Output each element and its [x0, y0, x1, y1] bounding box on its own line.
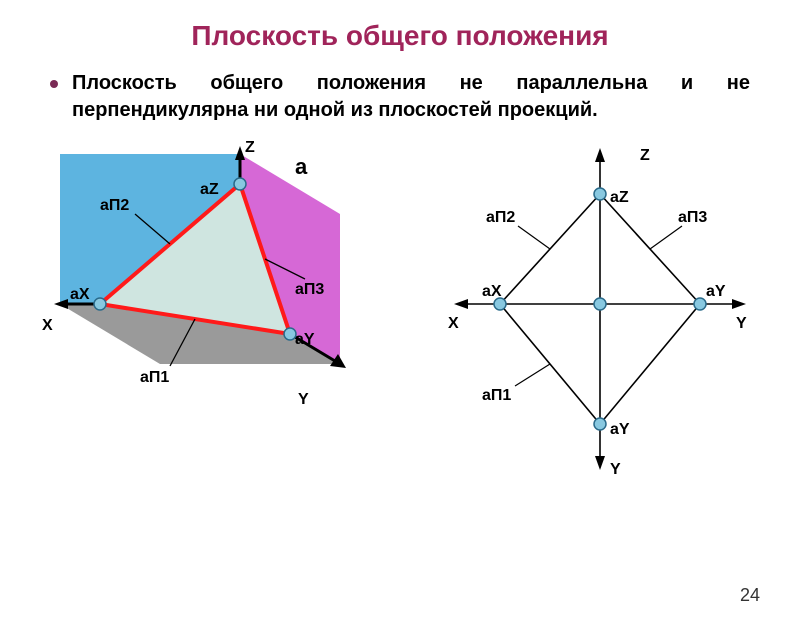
lbl2-ayr: aY — [706, 283, 726, 300]
pt-ayd — [594, 418, 606, 430]
lbl2-Z: Z — [640, 147, 650, 164]
bullet-block: Плоскость общего положения не параллельн… — [50, 70, 750, 124]
diagram-2d: Z X Y Y aZ aX aY aY aП2 aП3 aП1 — [440, 134, 760, 494]
lbl2-ayd: aY — [610, 421, 630, 438]
lbl-Z: Z — [245, 139, 255, 156]
axis-z-arrow — [235, 146, 245, 160]
lbl-az: aZ — [200, 181, 219, 198]
lbl2-ax: aX — [482, 283, 502, 300]
lbl-ap1: aП1 — [140, 369, 169, 386]
edge-right-down — [600, 304, 700, 424]
pt-az — [594, 188, 606, 200]
axis2-yr-arrow — [732, 299, 746, 309]
leader2-ap1 — [515, 364, 550, 386]
lbl-a: a — [295, 154, 308, 179]
point-ax — [94, 298, 106, 310]
page-number: 24 — [740, 585, 760, 606]
lbl-ay: aY — [295, 331, 315, 348]
lbl2-Yd: Y — [610, 461, 621, 478]
diagram-row: Z X Y a aZ aX aY aП2 aП3 aП1 Z — [0, 134, 800, 494]
lbl-ap3: aП3 — [295, 281, 324, 298]
lbl-X: X — [42, 317, 53, 334]
point-az — [234, 178, 246, 190]
lbl-ap2: aП2 — [100, 197, 129, 214]
title-text: Плоскость общего положения — [191, 20, 608, 51]
lbl-ax: aX — [70, 286, 90, 303]
page-title: Плоскость общего положения — [0, 20, 800, 52]
lbl2-ap2: aП2 — [486, 209, 515, 226]
axis2-x-arrow — [454, 299, 468, 309]
lbl-Y: Y — [298, 391, 309, 408]
lbl2-ap1: aП1 — [482, 387, 511, 404]
lbl2-Yr: Y — [736, 315, 747, 332]
lbl2-X: X — [448, 315, 459, 332]
pt-origin — [594, 298, 606, 310]
pt-ayr — [694, 298, 706, 310]
bullet-row: Плоскость общего положения не параллельн… — [50, 70, 750, 124]
axis2-z-arrow — [595, 148, 605, 162]
bullet-dot — [50, 80, 58, 88]
bullet-text: Плоскость общего положения не параллельн… — [72, 70, 750, 124]
leader2-ap3 — [650, 226, 682, 249]
leader2-ap2 — [518, 226, 550, 249]
lbl2-ap3: aП3 — [678, 209, 707, 226]
diagram-3d: Z X Y a aZ aX aY aП2 aП3 aП1 — [40, 134, 360, 454]
lbl2-az: aZ — [610, 189, 629, 206]
axis2-yd-arrow — [595, 456, 605, 470]
